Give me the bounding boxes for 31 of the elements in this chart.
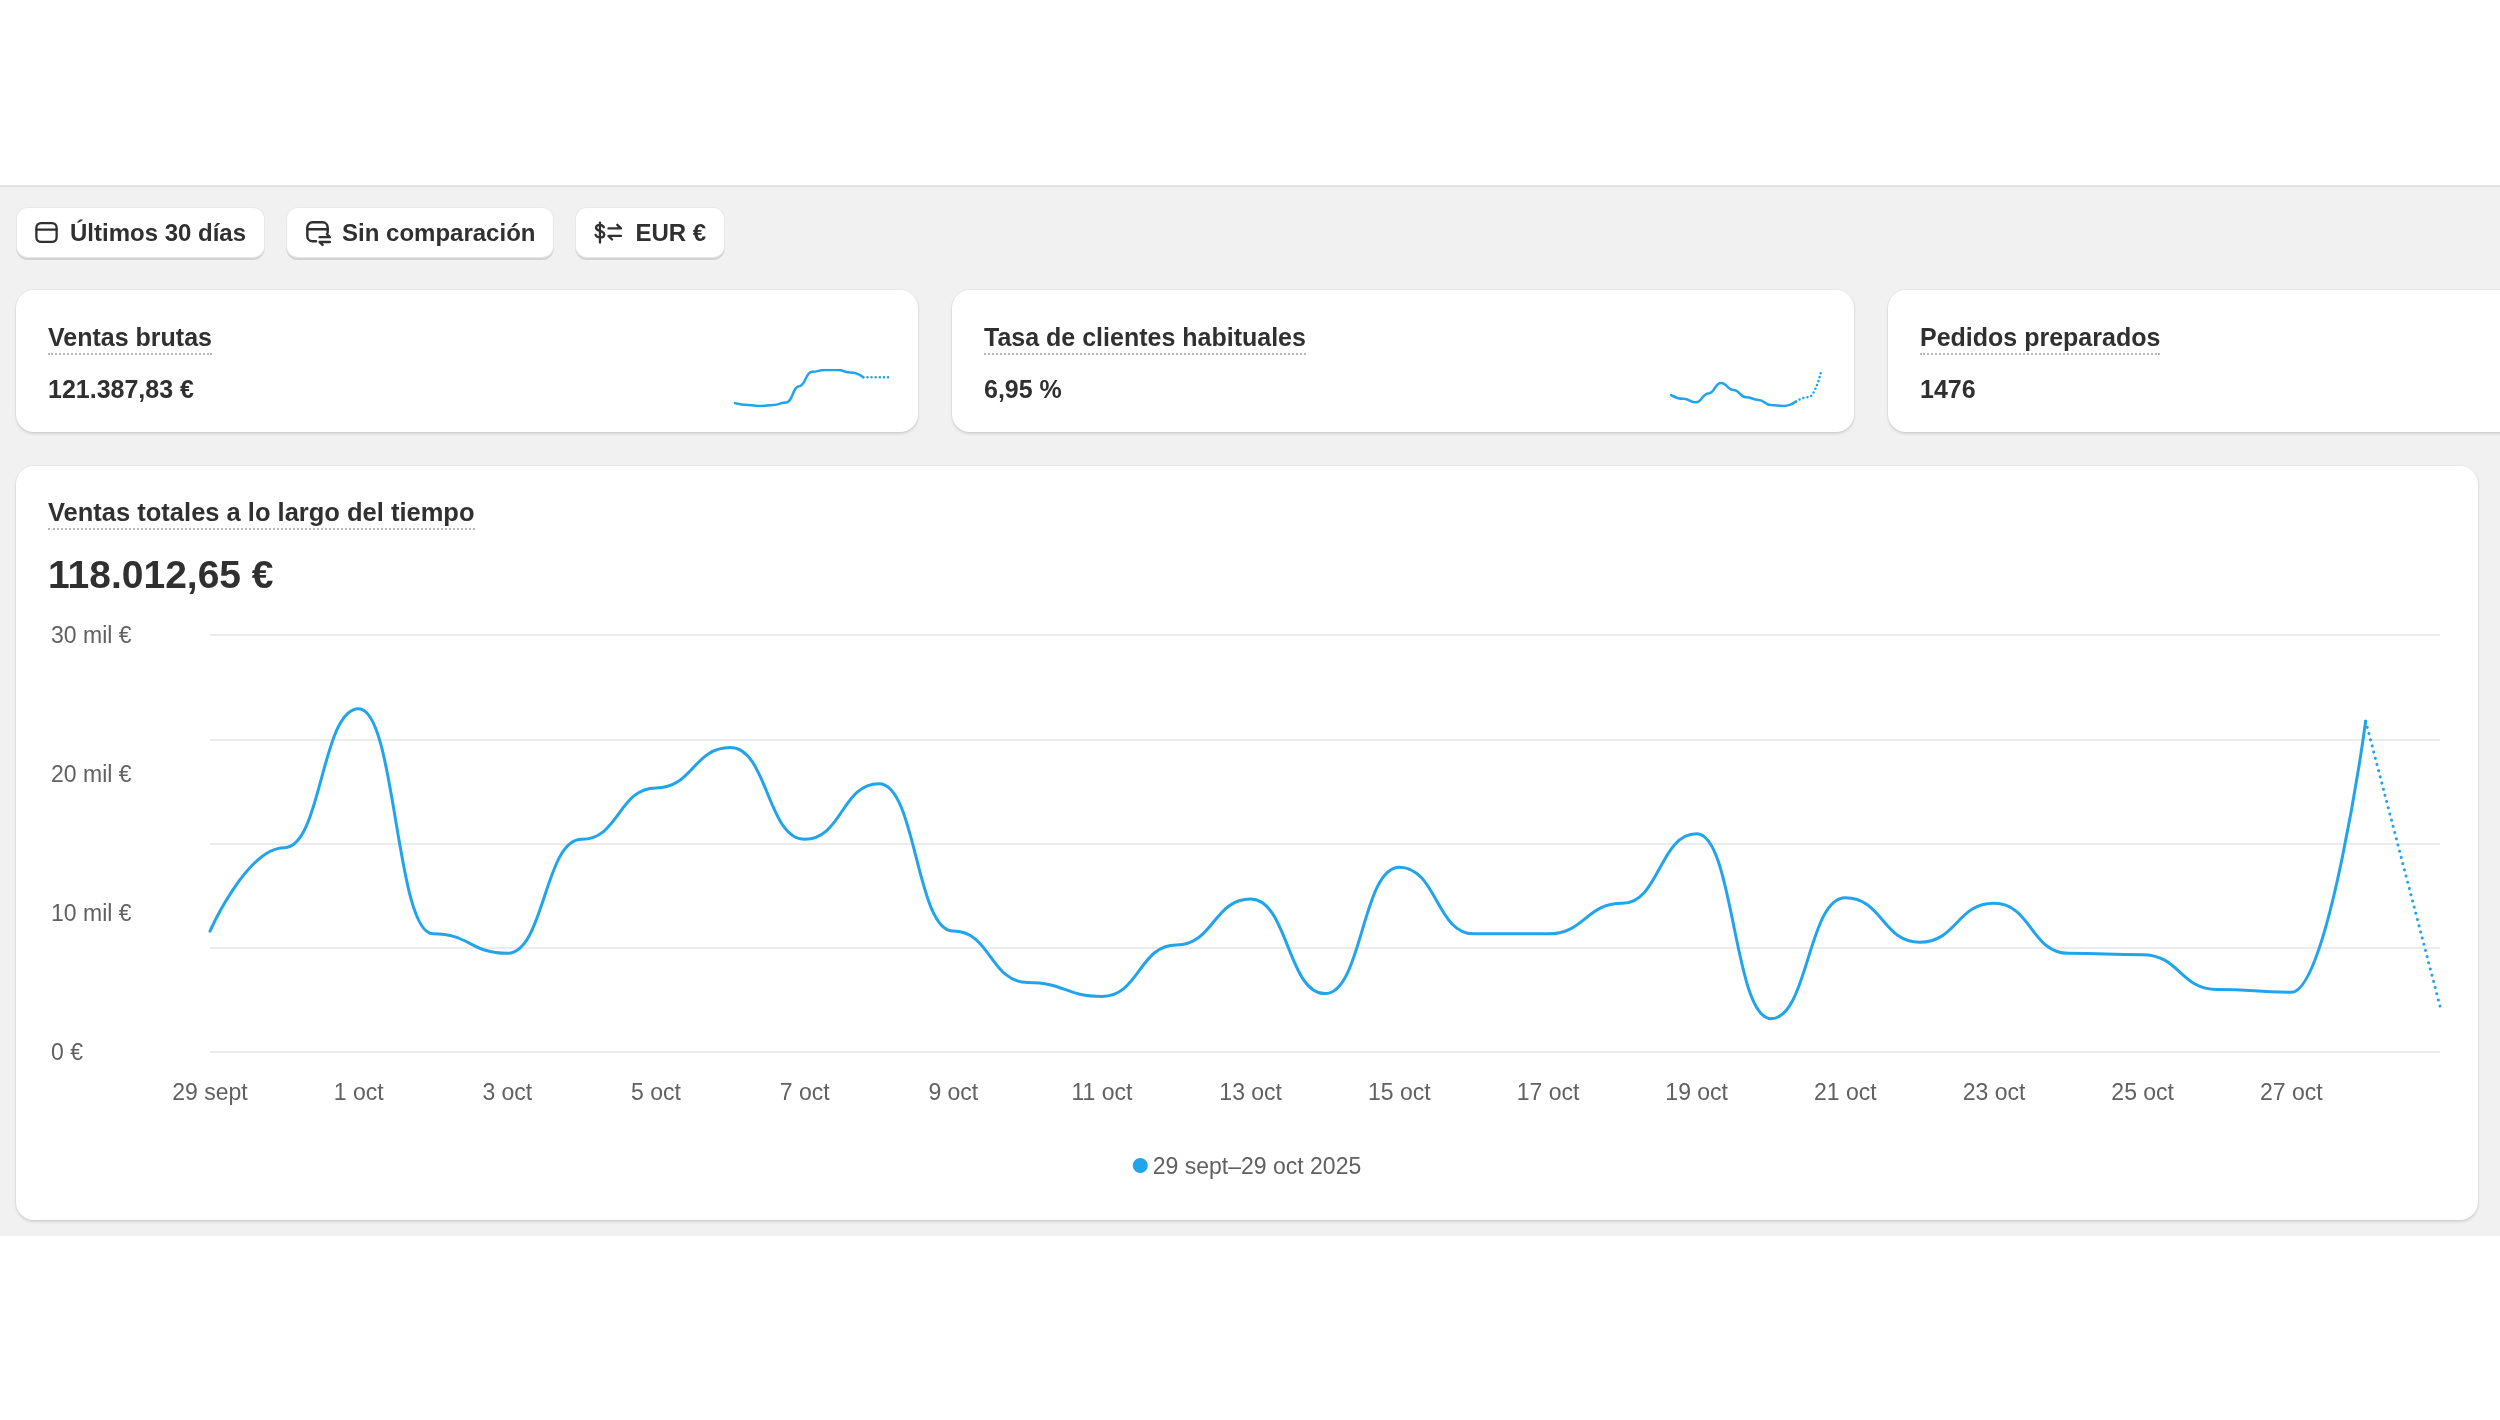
text: 121.387,83 € (48, 374, 194, 405)
x-tick-label: 3 oct (482, 1078, 533, 1105)
text: Pedidos preparados (1920, 322, 2161, 355)
x-tick-label: 17 oct (1516, 1078, 1580, 1105)
text: Sin comparación (342, 218, 536, 247)
chart-title: Ventas totales a lo largo del tiempo (48, 497, 475, 530)
text: Últimos 30 días (70, 218, 247, 247)
y-tick-label: 20 mil € (51, 761, 132, 787)
text: EUR € (635, 218, 707, 247)
y-tick-label: 10 mil € (51, 900, 132, 926)
legend-label: 29 sept–29 oct 2025 (1152, 1152, 1362, 1179)
text: Tasa de clientes habituales (984, 322, 1306, 355)
text: 6,95 % (984, 374, 1062, 405)
y-tick-label: 0 € (51, 1039, 84, 1065)
x-tick-label: 1 oct (333, 1078, 385, 1105)
y-tick-label: 30 mil € (51, 622, 132, 648)
x-tick-label: 19 oct (1665, 1078, 1729, 1105)
x-tick-label: 23 oct (1962, 1078, 2026, 1105)
x-tick-label: 7 oct (779, 1078, 831, 1105)
x-tick-label: 25 oct (2111, 1078, 2175, 1105)
x-tick-label: 11 oct (1071, 1078, 1134, 1105)
chart-subtitle: 118.012,65 € (48, 552, 274, 598)
text: 1476 (1920, 374, 1976, 405)
x-tick-label: 9 oct (928, 1078, 979, 1105)
text: Ventas brutas (48, 322, 212, 355)
x-tick-label: 13 oct (1219, 1078, 1283, 1105)
x-tick-label: 5 oct (631, 1078, 682, 1105)
x-tick-label: 27 oct (2260, 1078, 2324, 1105)
x-tick-label: 21 oct (1814, 1078, 1878, 1105)
x-tick-label: 15 oct (1368, 1078, 1432, 1105)
x-tick-label: 29 sept (172, 1078, 249, 1105)
